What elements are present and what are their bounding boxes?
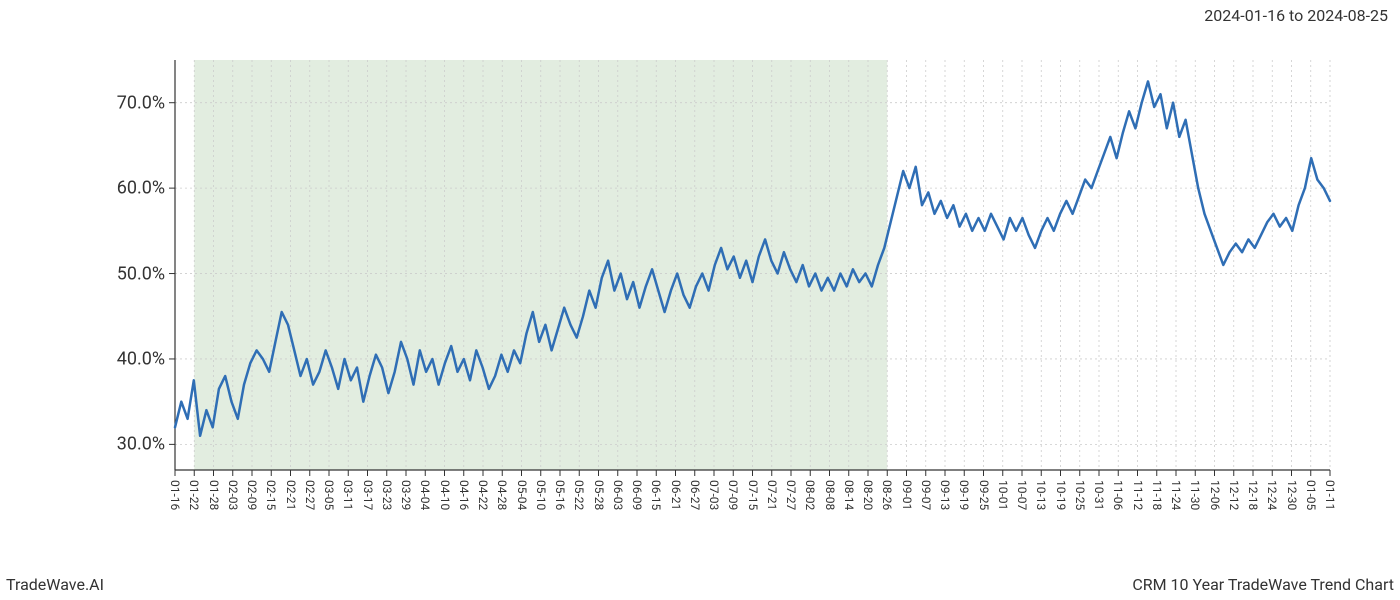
- x-axis-tick-label: 06-27: [688, 480, 702, 510]
- x-axis-tick-label: 08-20: [861, 480, 875, 510]
- x-axis-tick-label: 04-28: [495, 480, 509, 510]
- x-axis-tick-label: 03-29: [399, 480, 413, 510]
- x-axis-tick-label: 01-28: [207, 480, 221, 510]
- x-axis-tick-label: 10-07: [1015, 480, 1029, 510]
- x-axis-tick-label: 11-12: [1131, 480, 1145, 510]
- x-axis-tick-label: 12-24: [1265, 480, 1279, 510]
- x-axis-tick-label: 10-13: [1034, 480, 1048, 510]
- x-axis-tick-label: 06-09: [630, 480, 644, 510]
- x-axis-tick-label: 03-05: [322, 480, 336, 510]
- x-axis-tick-label: 10-31: [1092, 480, 1106, 510]
- x-axis-tick-label: 12-18: [1246, 480, 1260, 510]
- x-axis-tick-label: 03-23: [380, 480, 394, 510]
- x-axis-tick-label: 10-25: [1073, 480, 1087, 510]
- x-axis-tick-label: 01-05: [1304, 480, 1318, 510]
- date-range-label: 2024-01-16 to 2024-08-25: [1204, 6, 1388, 25]
- x-axis-tick-label: 05-28: [592, 480, 606, 510]
- x-axis-tick-label: 04-04: [418, 480, 432, 510]
- x-axis-tick-label: 12-30: [1285, 480, 1299, 510]
- x-axis-tick-label: 08-08: [823, 480, 837, 510]
- y-axis-tick-label: 30.0%: [15, 434, 165, 455]
- x-axis-tick-label: 05-22: [572, 480, 586, 510]
- x-axis-tick-label: 03-17: [361, 480, 375, 510]
- x-axis-tick-label: 09-13: [938, 480, 952, 510]
- x-axis-tick-label: 05-04: [515, 480, 529, 510]
- x-axis-tick-label: 04-22: [476, 480, 490, 510]
- x-axis-tick-label: 07-27: [784, 480, 798, 510]
- x-axis-tick-label: 02-27: [303, 480, 317, 510]
- x-axis-tick-label: 09-07: [919, 480, 933, 510]
- x-axis-tick-label: 05-10: [534, 480, 548, 510]
- x-axis-tick-label: 12-12: [1227, 480, 1241, 510]
- brand-label: TradeWave.AI: [6, 575, 104, 594]
- x-axis-tick-label: 11-24: [1169, 480, 1183, 510]
- x-axis-tick-label: 07-21: [765, 480, 779, 510]
- x-axis-tick-label: 09-19: [957, 480, 971, 510]
- x-axis-tick-label: 02-09: [245, 480, 259, 510]
- y-axis-tick-label: 40.0%: [15, 348, 165, 369]
- x-axis-tick-label: 10-01: [996, 480, 1010, 510]
- x-axis-tick-label: 02-21: [284, 480, 298, 510]
- x-axis-tick-label: 01-16: [168, 480, 182, 510]
- x-axis-tick-label: 06-21: [669, 480, 683, 510]
- x-axis-tick-label: 03-11: [341, 480, 355, 510]
- y-axis-tick-label: 60.0%: [15, 178, 165, 199]
- x-axis-tick-label: 08-26: [880, 480, 894, 510]
- x-axis-tick-label: 11-30: [1188, 480, 1202, 510]
- x-axis-tick-label: 09-01: [900, 480, 914, 510]
- x-axis-tick-label: 05-16: [553, 480, 567, 510]
- x-axis-tick-label: 01-11: [1323, 480, 1337, 510]
- y-axis-tick-label: 50.0%: [15, 263, 165, 284]
- y-axis-tick-label: 70.0%: [15, 92, 165, 113]
- x-axis-tick-label: 07-09: [726, 480, 740, 510]
- x-axis-tick-label: 02-03: [226, 480, 240, 510]
- x-axis-tick-label: 08-02: [803, 480, 817, 510]
- x-axis-tick-label: 06-03: [611, 480, 625, 510]
- x-axis-tick-label: 07-15: [746, 480, 760, 510]
- x-axis-tick-label: 12-06: [1208, 480, 1222, 510]
- x-axis-tick-label: 10-19: [1054, 480, 1068, 510]
- x-axis-tick-label: 11-06: [1111, 480, 1125, 510]
- x-axis-tick-label: 06-15: [649, 480, 663, 510]
- x-axis-tick-label: 08-14: [842, 480, 856, 510]
- x-axis-tick-label: 04-16: [457, 480, 471, 510]
- x-axis-tick-label: 07-03: [707, 480, 721, 510]
- x-axis-tick-label: 04-10: [438, 480, 452, 510]
- chart-title: CRM 10 Year TradeWave Trend Chart: [1132, 575, 1394, 594]
- x-axis-tick-label: 09-25: [977, 480, 991, 510]
- x-axis-tick-label: 11-18: [1150, 480, 1164, 510]
- x-axis-tick-label: 02-15: [264, 480, 278, 510]
- x-axis-tick-label: 01-22: [187, 480, 201, 510]
